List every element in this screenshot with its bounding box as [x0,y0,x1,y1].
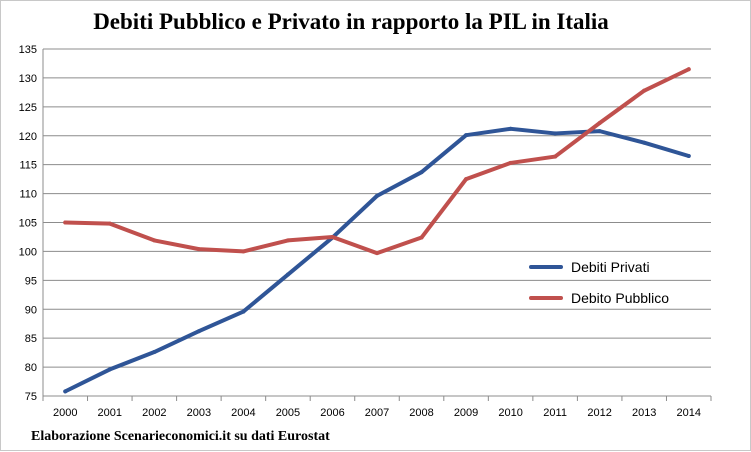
y-tick-label-85: 85 [25,333,37,345]
data-point-debiti-privati-2005 [285,272,290,277]
x-tick-label-2008: 2008 [409,407,433,419]
data-point-debiti-privati-2001 [107,367,112,372]
y-tick-label-80: 80 [25,362,37,374]
data-point-debiti-privati-2003 [196,329,201,334]
data-point-debiti-privati-2009 [464,133,469,138]
data-point-debiti-privati-2008 [419,170,424,175]
data-point-debiti-privati-2012 [597,129,602,134]
x-tick-label-2011: 2011 [543,407,567,419]
axes: 75 80 85 90 95 100 105 110 115 120 125 130 135 2000 20… [19,44,712,419]
data-point-debito-pubblico-2014 [686,67,691,72]
x-tick-label-2013: 2013 [632,407,656,419]
x-tick-label-2002: 2002 [142,407,166,419]
y-tick-label-130: 130 [19,73,37,85]
x-tick-label-2000: 2000 [53,407,77,419]
y-tick-label-135: 135 [19,44,37,56]
data-point-debito-pubblico-2005 [285,238,290,243]
data-point-debiti-privati-2011 [553,131,558,136]
y-tick-label-100: 100 [19,246,37,258]
x-tick-label-2014: 2014 [676,407,700,419]
series-lines [63,67,691,394]
data-point-debiti-privati-2007 [375,193,379,198]
data-point-debito-pubblico-2009 [464,177,469,182]
data-point-debiti-privati-2013 [642,140,647,145]
y-tick-label-115: 115 [19,160,37,172]
data-point-debiti-privati-2004 [241,309,246,314]
y-tick-label-90: 90 [25,304,37,316]
data-point-debito-pubblico-2001 [107,221,112,226]
source-note: Elaborazione Scenarieconomici.it su dati… [31,429,330,444]
x-tick-label-2005: 2005 [276,407,300,419]
y-tick-label-95: 95 [25,275,37,287]
x-tick-label-2007: 2007 [365,407,389,419]
y-tick-label-75: 75 [25,391,37,403]
y-tick-label-125: 125 [19,102,37,114]
data-point-debito-pubblico-2008 [419,235,424,240]
x-tick-label-2012: 2012 [587,407,611,419]
data-point-debito-pubblico-2002 [152,238,157,243]
legend-label-debiti-privati: Debiti Privati [571,259,650,275]
chart-title: Debiti Pubblico e Privato in rapporto la… [93,9,609,34]
data-point-debito-pubblico-2013 [642,88,647,93]
data-point-debiti-privati-2014 [686,153,691,158]
data-point-debito-pubblico-2007 [375,251,379,256]
data-point-debito-pubblico-2003 [196,247,201,252]
y-tick-label-120: 120 [19,131,37,143]
y-tick-label-110: 110 [19,189,37,201]
x-tick-label-2009: 2009 [454,407,478,419]
x-tick-label-2001: 2001 [98,407,122,419]
x-tick-label-2004: 2004 [231,407,255,419]
data-point-debito-pubblico-2004 [241,249,246,254]
data-point-debito-pubblico-2011 [553,154,558,159]
data-point-debito-pubblico-2000 [63,220,68,225]
data-point-debito-pubblico-2010 [508,160,513,165]
series-line-debito-pubblico [63,67,691,256]
data-point-debiti-privati-2010 [508,126,513,131]
y-tick-label-105: 105 [19,218,37,230]
x-tick-label-2010: 2010 [498,407,522,419]
data-point-debito-pubblico-2006 [330,234,335,239]
data-point-debiti-privati-2002 [152,350,157,355]
data-point-debito-pubblico-2012 [597,121,602,126]
x-tick-label-2006: 2006 [320,407,344,419]
grid-lines [43,48,711,397]
data-point-debiti-privati-2000 [63,389,68,394]
x-tick-label-2003: 2003 [187,407,211,419]
legend: Debiti Privati Debito Pubblico [529,259,669,306]
legend-label-debito-pubblico: Debito Pubblico [571,290,669,306]
